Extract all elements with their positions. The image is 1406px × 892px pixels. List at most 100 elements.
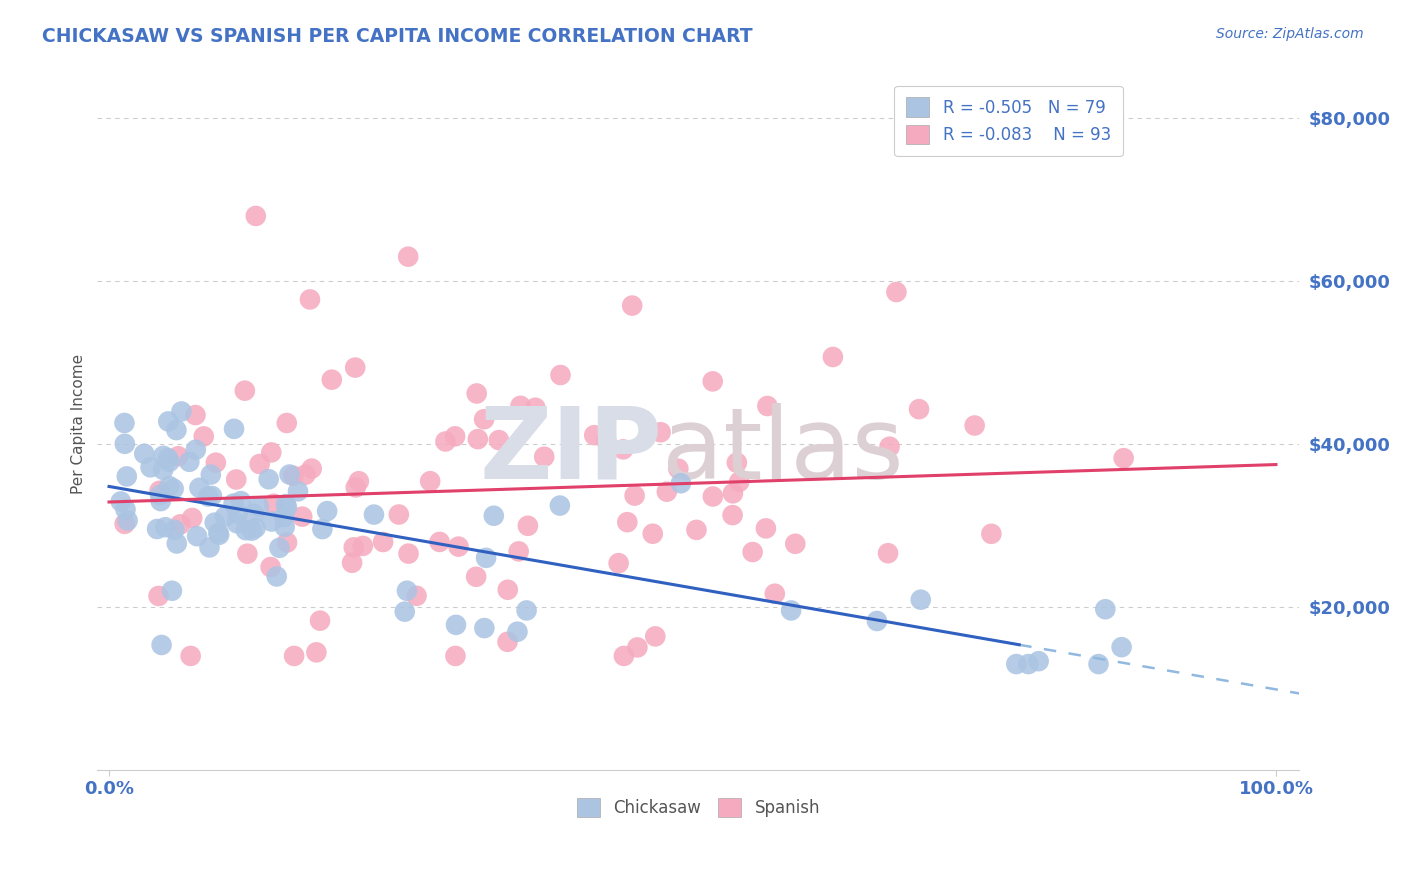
Point (1094, 602, 1116, 616)
Point (612, 442, 634, 457)
Point (616, 515, 638, 529)
Point (200, 467, 222, 482)
Point (763, 587, 786, 601)
Point (193, 429, 215, 443)
Point (524, 401, 547, 415)
Point (533, 450, 555, 464)
Point (395, 583, 418, 598)
Point (249, 457, 271, 471)
Point (321, 373, 343, 387)
Point (623, 489, 645, 503)
Point (247, 500, 270, 514)
Point (287, 484, 309, 499)
Point (260, 515, 283, 529)
Point (429, 535, 451, 549)
Point (235, 523, 257, 537)
Point (398, 547, 420, 561)
Point (1028, 654, 1050, 668)
Point (186, 529, 208, 543)
Point (139, 460, 162, 475)
Point (405, 589, 427, 603)
Point (148, 589, 170, 603)
Point (114, 437, 136, 451)
Point (419, 474, 441, 488)
Point (150, 638, 173, 652)
Point (236, 547, 259, 561)
Point (516, 518, 538, 533)
Point (644, 629, 666, 643)
Point (259, 560, 281, 574)
Point (266, 569, 288, 583)
Text: atlas: atlas (662, 403, 904, 500)
Point (866, 614, 889, 628)
Point (134, 447, 156, 461)
Point (273, 520, 295, 534)
Point (146, 522, 169, 536)
Point (607, 556, 630, 570)
Point (169, 517, 191, 532)
Point (316, 504, 339, 518)
Point (650, 425, 672, 440)
Point (276, 416, 298, 430)
Point (980, 526, 1002, 541)
Point (309, 614, 332, 628)
Point (741, 545, 763, 559)
Point (343, 541, 366, 555)
Text: Source: ZipAtlas.com: Source: ZipAtlas.com (1216, 27, 1364, 41)
Point (434, 434, 457, 449)
Point (233, 384, 256, 398)
Point (655, 484, 678, 499)
Point (472, 621, 495, 635)
Point (260, 445, 283, 459)
Point (447, 540, 470, 554)
Point (301, 461, 323, 475)
Point (702, 490, 724, 504)
Point (1005, 657, 1028, 671)
Point (163, 523, 186, 537)
Legend: Chickasaw, Spanish: Chickasaw, Spanish (569, 791, 827, 824)
Point (344, 480, 367, 494)
Point (963, 418, 986, 433)
Point (1017, 657, 1039, 671)
Point (263, 497, 285, 511)
Point (352, 539, 374, 553)
Point (394, 605, 416, 619)
Point (363, 508, 385, 522)
Point (298, 293, 321, 307)
Point (340, 556, 363, 570)
Point (548, 499, 571, 513)
Point (226, 507, 249, 521)
Point (160, 583, 183, 598)
Point (371, 535, 394, 549)
Point (278, 467, 301, 482)
Point (208, 528, 231, 542)
Point (188, 481, 211, 495)
Point (506, 624, 529, 639)
Point (396, 250, 419, 264)
Point (115, 469, 138, 483)
Point (276, 535, 298, 549)
Point (756, 399, 779, 413)
Point (240, 524, 263, 538)
Point (444, 618, 467, 632)
Point (465, 386, 488, 401)
Y-axis label: Per Capita Income: Per Capita Income (72, 353, 86, 494)
Point (311, 522, 333, 536)
Point (149, 488, 172, 502)
Point (291, 509, 314, 524)
Point (184, 442, 207, 457)
Point (170, 404, 193, 418)
Point (666, 461, 689, 475)
Point (475, 550, 498, 565)
Point (157, 455, 180, 469)
Point (165, 423, 187, 437)
Point (583, 428, 606, 442)
Point (347, 474, 370, 488)
Point (205, 456, 228, 470)
Point (201, 489, 224, 503)
Text: CHICKASAW VS SPANISH PER CAPITA INCOME CORRELATION CHART: CHICKASAW VS SPANISH PER CAPITA INCOME C… (42, 27, 752, 45)
Point (1112, 451, 1135, 466)
Point (294, 467, 316, 482)
Point (305, 645, 328, 659)
Point (157, 479, 180, 493)
